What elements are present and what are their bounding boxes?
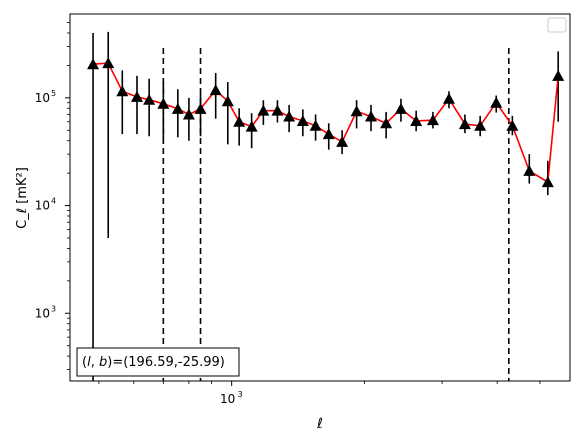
triangle-marker — [271, 104, 284, 116]
triangle-marker — [309, 119, 322, 131]
triangle-marker — [426, 114, 439, 126]
annotation-text: (l, b)=(196.59,-25.99) — [82, 355, 225, 370]
triangle-marker — [523, 164, 536, 176]
triangle-marker — [506, 119, 519, 131]
triangle-marker — [257, 104, 270, 116]
triangle-marker — [143, 93, 156, 105]
x-axis-ticks: 10 3 — [98, 381, 541, 406]
triangle-marker — [87, 58, 100, 70]
triangle-marker — [233, 115, 246, 127]
legend-box — [547, 17, 567, 33]
triangle-marker — [296, 114, 309, 126]
triangle-marker — [116, 85, 129, 97]
y-axis-label: C_ℓ [mK²] — [15, 167, 30, 229]
triangle-marker — [130, 90, 143, 102]
y-tick-label: 10 — [35, 199, 50, 213]
y-tick-label: 10 — [35, 306, 50, 320]
y-tick-label-exponent: 3 — [51, 304, 56, 313]
triangle-marker — [283, 110, 296, 122]
x-tick-label-exponent: 3 — [238, 390, 243, 399]
triangle-marker — [410, 114, 423, 126]
annotation-box: (l, b)=(196.59,-25.99) — [76, 347, 240, 377]
triangle-marker — [194, 102, 207, 114]
triangle-marker — [365, 110, 378, 122]
y-tick-label-exponent: 4 — [51, 197, 56, 206]
x-axis-label: ℓ — [316, 416, 323, 432]
triangle-marker — [394, 102, 407, 114]
triangle-marker — [350, 105, 363, 117]
triangle-marker — [182, 108, 195, 120]
series-lines — [93, 62, 559, 184]
y-tick-label-exponent: 5 — [51, 89, 56, 98]
series-line — [93, 62, 559, 184]
triangle-marker — [541, 176, 554, 188]
x-tick-label: 10 — [220, 392, 235, 406]
triangle-marker — [322, 128, 335, 140]
triangle-marker — [102, 57, 115, 69]
triangle-marker — [221, 95, 234, 107]
triangle-marker — [157, 97, 170, 109]
triangle-marker — [458, 118, 471, 130]
y-tick-label: 10 — [35, 91, 50, 105]
triangle-marker — [209, 84, 222, 96]
triangle-marker — [552, 69, 565, 81]
triangle-marker — [245, 120, 258, 132]
triangle-marker — [336, 135, 349, 147]
triangle-marker — [380, 117, 393, 129]
triangle-marker — [171, 102, 184, 114]
triangle-marker — [474, 119, 487, 131]
data-markers — [87, 57, 565, 188]
triangle-marker — [442, 92, 455, 104]
plot-frame — [69, 13, 571, 382]
triangle-marker — [490, 96, 503, 108]
